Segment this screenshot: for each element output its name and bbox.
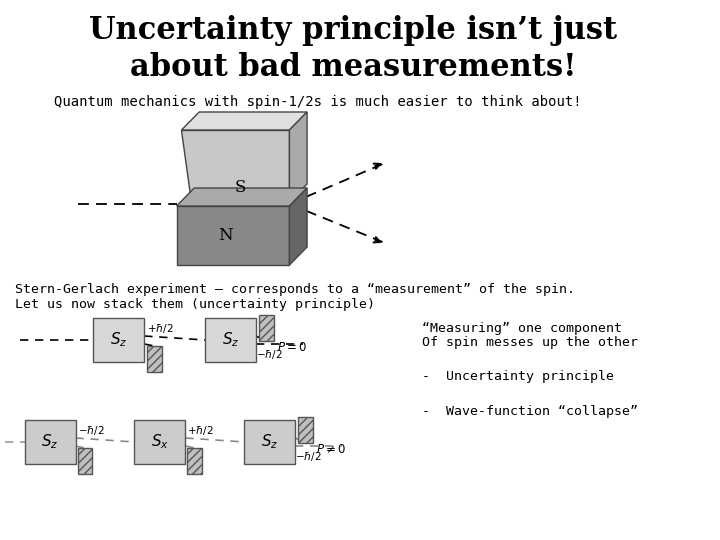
Text: S: S (235, 179, 246, 197)
Bar (147, 346, 162, 372)
Text: Of spin messes up the other: Of spin messes up the other (422, 336, 638, 349)
Text: $S_{z}$: $S_{z}$ (261, 433, 279, 451)
Text: Quantum mechanics with spin-1/2s is much easier to think about!: Quantum mechanics with spin-1/2s is much… (54, 95, 582, 109)
Bar (205, 318, 256, 362)
Bar (259, 315, 274, 341)
Text: $+\hbar/2$: $+\hbar/2$ (187, 424, 214, 437)
Polygon shape (181, 130, 289, 202)
Bar (187, 448, 202, 474)
Text: -  Wave-function “collapse”: - Wave-function “collapse” (422, 405, 638, 418)
Text: $+\hbar/2$: $+\hbar/2$ (147, 322, 174, 335)
Polygon shape (289, 188, 307, 265)
Text: $-\hbar/2$: $-\hbar/2$ (295, 450, 322, 463)
Text: $S_{z}$: $S_{z}$ (222, 330, 239, 349)
Text: $P \neq 0$: $P \neq 0$ (316, 443, 346, 456)
Text: $S_{z}$: $S_{z}$ (41, 433, 59, 451)
Bar (78, 448, 92, 474)
Bar (135, 420, 186, 464)
Text: “Measuring” one component: “Measuring” one component (422, 322, 622, 335)
Bar (93, 318, 144, 362)
Text: N: N (218, 227, 233, 245)
Text: about bad measurements!: about bad measurements! (130, 52, 577, 83)
Text: Stern-Gerlach experiment – corresponds to a “measurement” of the spin.: Stern-Gerlach experiment – corresponds t… (14, 283, 575, 296)
Text: $P = 0$: $P = 0$ (276, 341, 307, 354)
Polygon shape (176, 188, 307, 206)
Text: Let us now stack them (uncertainty principle): Let us now stack them (uncertainty princ… (14, 298, 374, 311)
Text: $S_{z}$: $S_{z}$ (110, 330, 127, 349)
Bar (244, 420, 295, 464)
Bar (298, 417, 313, 443)
Polygon shape (176, 206, 289, 265)
Polygon shape (181, 112, 307, 130)
Text: Uncertainty principle isn’t just: Uncertainty principle isn’t just (89, 15, 617, 46)
Text: $-\hbar/2$: $-\hbar/2$ (78, 424, 104, 437)
Polygon shape (289, 112, 307, 202)
Text: -  Uncertainty principle: - Uncertainty principle (422, 370, 614, 383)
Text: $-\hbar/2$: $-\hbar/2$ (256, 348, 283, 361)
Bar (24, 420, 76, 464)
Text: $S_{x}$: $S_{x}$ (151, 433, 169, 451)
